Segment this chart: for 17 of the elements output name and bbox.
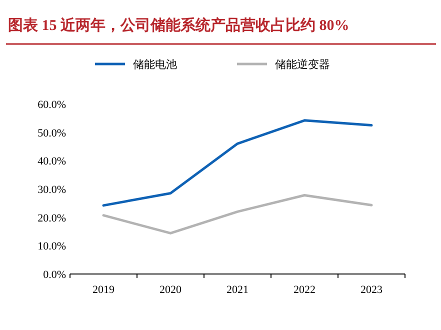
legend-label: 储能电池 [133, 58, 177, 71]
y-tick-label: 30.0% [38, 184, 66, 196]
x-tick-label: 2022 [294, 284, 316, 296]
y-tick-label: 0.0% [43, 269, 66, 281]
chart-title: 图表 15 近两年，公司储能系统产品营收占比约 80% [8, 17, 350, 34]
x-tick-label: 2023 [360, 284, 383, 296]
y-tick-label: 60.0% [38, 99, 66, 111]
line-series [102, 194, 373, 234]
y-tick-label: 10.0% [38, 240, 66, 253]
line-series [102, 119, 373, 207]
y-tick-label: 40.0% [38, 156, 66, 168]
y-tick-label: 20.0% [38, 212, 66, 224]
legend-label: 储能逆变器 [275, 58, 330, 71]
x-tick-label: 2019 [92, 284, 115, 296]
y-tick-label: 50.0% [38, 127, 66, 140]
x-tick-label: 2020 [160, 284, 182, 296]
x-tick-label: 2021 [226, 284, 248, 296]
